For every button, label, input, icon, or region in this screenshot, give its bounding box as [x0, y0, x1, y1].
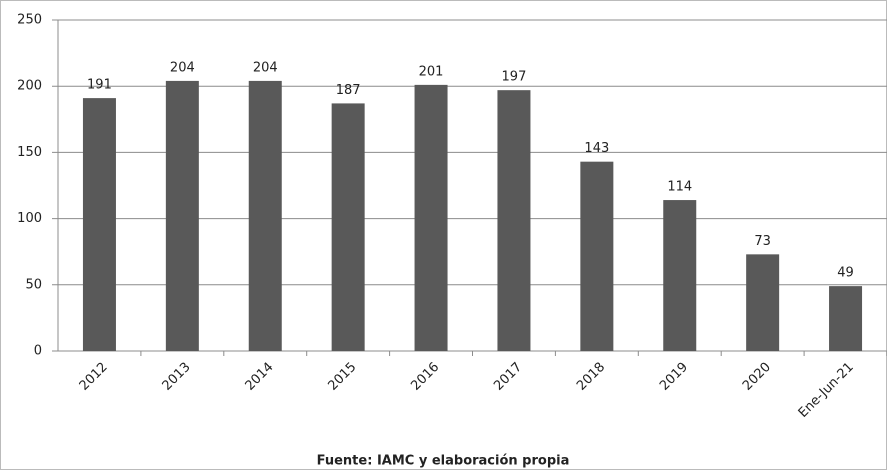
bar [248, 80, 282, 352]
bar [497, 90, 531, 351]
caption: Fuente: IAMC y elaboración propia [317, 454, 570, 469]
bar [829, 286, 863, 351]
x-tick-label: 2020 [740, 360, 774, 394]
value-label: 197 [502, 70, 527, 85]
value-label: 73 [754, 234, 771, 249]
bar [82, 98, 116, 351]
y-tick-label: 200 [17, 79, 42, 94]
bar [414, 84, 448, 351]
bar [331, 103, 365, 351]
y-tick-label: 0 [34, 344, 42, 359]
bar [580, 161, 614, 351]
value-label: 191 [87, 78, 112, 93]
y-tick-label: 50 [25, 277, 42, 292]
x-tick-label: 2014 [243, 360, 277, 394]
y-tick-label: 150 [17, 145, 42, 160]
x-tick-label: 2013 [160, 360, 194, 394]
value-label: 143 [584, 141, 609, 156]
value-label: 49 [837, 266, 854, 281]
value-label: 187 [336, 83, 361, 98]
value-label: 114 [667, 180, 692, 195]
value-label: 201 [419, 64, 444, 79]
bar [746, 254, 780, 351]
y-tick-label: 250 [17, 13, 42, 28]
value-label: 204 [253, 60, 278, 75]
x-tick-label: 2012 [77, 360, 111, 394]
bar [165, 80, 199, 352]
x-tick-label: 2018 [574, 360, 608, 394]
x-tick-label: 2016 [408, 360, 442, 394]
value-label: 204 [170, 60, 195, 75]
x-tick-label: 2015 [325, 360, 359, 394]
x-tick-label: 2019 [657, 360, 691, 394]
x-tick-label: 2017 [491, 360, 525, 394]
bar [663, 200, 697, 351]
x-tick-label: Ene-Jun-21 [796, 360, 857, 421]
y-tick-label: 100 [17, 211, 42, 226]
